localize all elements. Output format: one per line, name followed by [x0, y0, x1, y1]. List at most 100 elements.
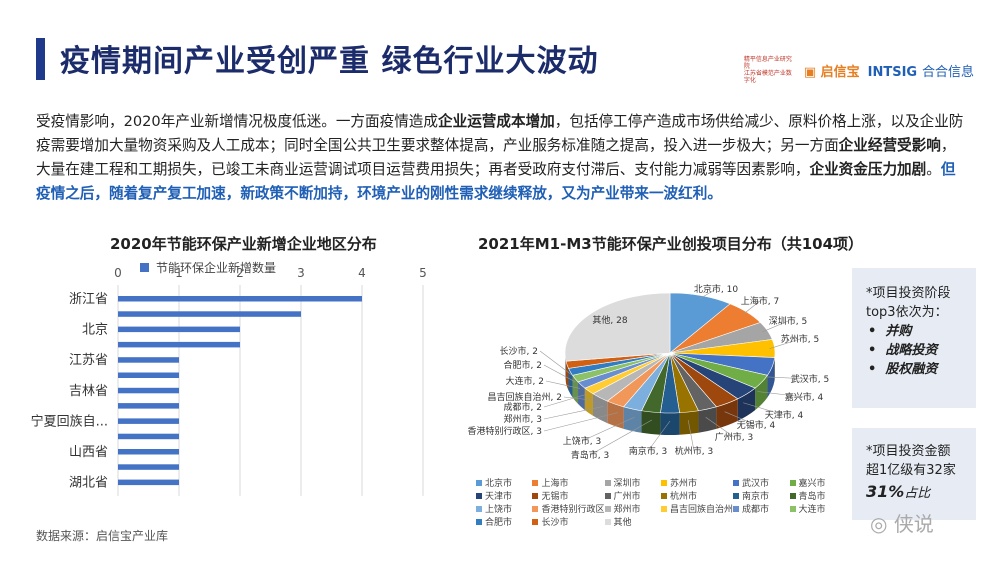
pie-legend-item: 嘉兴市: [789, 478, 847, 490]
pie-leader-line: [563, 396, 593, 401]
bar-tick-label: 1: [175, 266, 183, 280]
pie-data-label: 上饶市, 3: [563, 435, 601, 447]
pie-legend-item: 南京市: [733, 491, 789, 503]
bar: [118, 479, 179, 486]
pie-leader-line: [743, 402, 785, 416]
bar: [118, 449, 179, 455]
pie-legend-swatch: [661, 506, 667, 512]
pie-legend-label: 上饶市: [485, 505, 513, 515]
pie-legend-swatch: [532, 493, 539, 499]
pie-legend-item: 其他: [604, 517, 662, 529]
pie-legend-item: 昌吉回族自治州: [661, 504, 733, 516]
pie-legend-swatch: [733, 506, 740, 512]
pie-legend-label: 武汉市: [742, 479, 770, 489]
pie-legend-label: 香港特别行政区: [541, 505, 605, 515]
pie-legend-label: 合肥市: [485, 518, 513, 528]
watermark: ◎ 侠说: [870, 512, 934, 536]
pie-data-label: 其他, 28: [592, 314, 627, 326]
pie-data-label: 上海市, 7: [741, 295, 779, 307]
pie-legend-label: 深圳市: [613, 479, 641, 489]
pie-legend-swatch: [476, 519, 482, 525]
pie-data-label: 苏州市, 5: [781, 333, 819, 345]
pie-legend-label: 嘉兴市: [798, 479, 826, 489]
logo-intsig: INTSIG 合合信息: [867, 64, 974, 80]
bar-tick-label: 2: [236, 266, 244, 280]
bar-category-label: 浙江省: [69, 292, 108, 307]
pie-leader-line: [699, 288, 717, 299]
pie-data-label: 郑州市, 3: [504, 413, 542, 425]
bar: [118, 311, 301, 317]
pie-legend-item: 青岛市: [789, 491, 847, 503]
pie-slice-side: [641, 410, 661, 435]
pie-slice-side: [698, 406, 717, 433]
pie-legend-label: 成都市: [742, 505, 770, 515]
pie-data-label: 广州市, 3: [715, 431, 753, 443]
pie-leader-line: [742, 300, 761, 315]
logo-group: 精平信息产业研究院 江苏省模范产业数字化 ▣ 启信宝 INTSIG 合合信息: [744, 56, 974, 84]
pie-legend-label: 上海市: [541, 479, 569, 489]
logo-institute: 精平信息产业研究院 江苏省模范产业数字化: [743, 56, 792, 84]
bar-tick-label: 3: [297, 266, 305, 280]
pie-leader-line: [724, 411, 757, 426]
bar-category-label: 北京: [82, 323, 108, 338]
pie-chart-title: 2021年M1-M3节能环保产业创投项目分布（共104项）: [478, 235, 864, 253]
pie-legend-label: 其他: [613, 518, 632, 528]
pie-legend-swatch: [476, 493, 482, 499]
pie-leader-line: [543, 406, 604, 420]
pie-leader-line: [539, 350, 573, 376]
intro-paragraph: 受疫情影响，2020年产业新增情况极度低迷。一方面疫情造成企业运营成本增加，包括…: [36, 113, 964, 202]
pie-slice: [564, 292, 671, 362]
bar: [118, 296, 362, 302]
bar: [118, 372, 179, 378]
pie-slice-side: [565, 361, 569, 391]
pie-legend-item: 杭州市: [661, 491, 733, 503]
pie-legend-item: 北京市: [476, 478, 532, 490]
pie-legend-label: 南京市: [742, 492, 770, 502]
pie-legend-swatch: [661, 480, 667, 486]
pie-slice-side: [607, 401, 624, 429]
stage-item-3: • 股权融资: [868, 362, 938, 377]
bar-category-label: 江苏省: [69, 352, 108, 368]
pie-legend-swatch: [532, 480, 539, 486]
pie-leader-line: [762, 320, 789, 333]
pie-legend-swatch: [476, 506, 482, 512]
pie-data-label: 大连市, 2: [506, 375, 544, 387]
pie-data-label: 武汉市, 5: [791, 373, 829, 385]
page-title: 疫情期间产业受创严重 绿色行业大波动: [60, 44, 599, 79]
pie-legend-item: 广州市: [604, 491, 662, 503]
pie-legend-label: 杭州市: [670, 492, 698, 502]
bar: [118, 403, 179, 409]
pie-legend-item: 香港特别行政区: [532, 504, 605, 516]
pie-legend-label: 苏州市: [670, 479, 698, 489]
bar-legend-swatch: [140, 263, 149, 272]
pie-legend-swatch: [661, 493, 667, 499]
pie-data-label: 北京市, 10: [694, 283, 738, 295]
logo-qixinbao: ▣ 启信宝: [803, 64, 860, 80]
pct-value: 31%: [866, 482, 905, 501]
side-box-investment-amount: *项目投资金额 超1亿级有32家 31%占比: [852, 428, 976, 520]
pie-leader-line: [705, 416, 735, 438]
bar: [118, 341, 240, 348]
pie-legend-label: 青岛市: [798, 492, 826, 502]
pie-slice-side: [623, 406, 642, 433]
pie-legend-swatch: [604, 519, 611, 525]
pie-legend-swatch: [789, 480, 796, 486]
pie-legend-swatch: [733, 493, 740, 499]
pie-slice-side: [755, 375, 768, 411]
bar: [118, 326, 240, 333]
pie-legend-swatch: [604, 506, 611, 512]
pie-legend-item: 郑州市: [604, 504, 662, 516]
stage-item-1: • 并购: [868, 324, 912, 339]
pie-legend-label: 无锡市: [541, 492, 569, 502]
pie-legend-item: 上饶市: [476, 504, 532, 516]
bar-tick-label: 4: [358, 266, 366, 280]
pie-data-label: 青岛市, 3: [571, 449, 609, 461]
pie-data-label: 杭州市, 3: [675, 445, 713, 457]
pie-legend-item: 大连市: [789, 504, 847, 516]
pie-legend-label: 昌吉回族自治州: [670, 505, 734, 515]
pie-data-label: 无锡市, 4: [737, 419, 776, 431]
pie-data-label: 南京市, 3: [629, 445, 667, 457]
pie-slice-side: [679, 410, 699, 435]
pie-leader-line: [545, 380, 580, 389]
data-source: 数据来源：启信宝产业库: [36, 529, 169, 543]
